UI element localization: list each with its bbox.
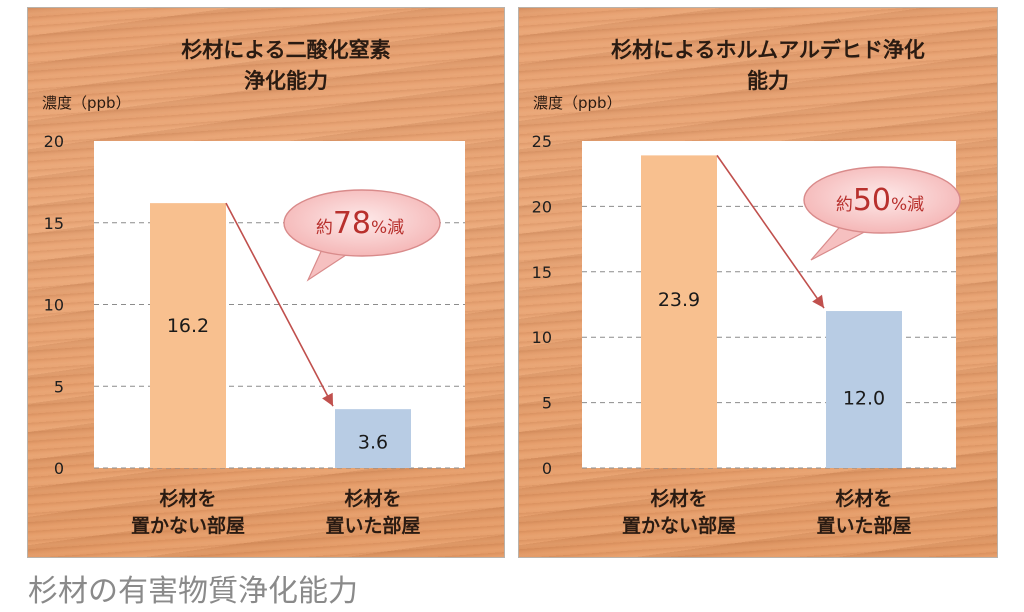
annotation-suffix: %減	[891, 195, 924, 215]
chart-title: 杉材による二酸化窒素 浄化能力	[181, 38, 391, 93]
x-category-label: 杉材を	[835, 487, 892, 510]
annotation-prefix: 約	[316, 218, 333, 238]
y-tick-label: 10	[532, 328, 552, 347]
x-category-label: 置かない部屋	[131, 514, 245, 537]
bar	[826, 311, 902, 468]
bar-value-label: 23.9	[658, 289, 700, 311]
y-tick-label: 20	[532, 197, 552, 216]
y-tick-label: 15	[532, 263, 552, 282]
reduction-annotation: 約78%減	[316, 206, 404, 241]
chart-title: 杉材によるホルムアルデヒド浄化 能力	[611, 38, 925, 93]
annotation-prefix: 約	[836, 195, 853, 215]
chart-panel-no2: 杉材による二酸化窒素 浄化能力 濃度（ppb） 0 5 10 15 20 16.2 杉材を置…	[27, 7, 505, 558]
y-tick-label: 5	[54, 377, 64, 396]
y-tick-label: 20	[44, 132, 64, 151]
y-tick-label: 0	[54, 459, 64, 478]
y-tick-label: 25	[532, 132, 552, 151]
x-category-label: 置いた部屋	[816, 514, 911, 537]
reduction-arrow-line	[225, 202, 334, 407]
y-tick-label: 10	[44, 296, 64, 315]
y-tick-label: 5	[542, 394, 552, 413]
bar-value-label: 3.6	[358, 432, 388, 454]
x-category-label: 杉材を	[650, 487, 707, 510]
y-tick-label: 0	[542, 459, 552, 478]
bubble-body	[283, 189, 441, 257]
reduction-annotation: 約50%減	[836, 183, 924, 218]
reduction-arrow-head	[812, 294, 824, 309]
bar	[641, 155, 717, 468]
annotation-number: 78	[333, 206, 371, 241]
bar-value-label: 12.0	[843, 387, 885, 409]
annotation-suffix: %減	[371, 218, 404, 238]
x-category-label: 杉材を	[159, 487, 216, 510]
bar	[335, 409, 411, 468]
x-category-label: 置いた部屋	[325, 514, 420, 537]
reduction-arrow-line	[716, 154, 825, 309]
figure-caption: 杉材の有害物質浄化能力	[28, 574, 358, 609]
y-tick-label: 15	[44, 214, 64, 233]
bubble-body	[803, 166, 961, 234]
x-category-label: 置かない部屋	[622, 514, 736, 537]
x-category-label: 杉材を	[344, 487, 401, 510]
bar-value-label: 16.2	[167, 315, 209, 337]
chart-panel-formaldehyde: 杉材によるホルムアルデヒド浄化 能力 濃度（ppb） 0 5 10 15 20 25 23.…	[518, 7, 998, 558]
y-axis-label: 濃度（ppb）	[42, 94, 131, 112]
annotation-number: 50	[853, 183, 891, 218]
y-axis-label: 濃度（ppb）	[533, 94, 622, 112]
reduction-arrow-head	[322, 392, 333, 407]
bar	[150, 203, 226, 468]
